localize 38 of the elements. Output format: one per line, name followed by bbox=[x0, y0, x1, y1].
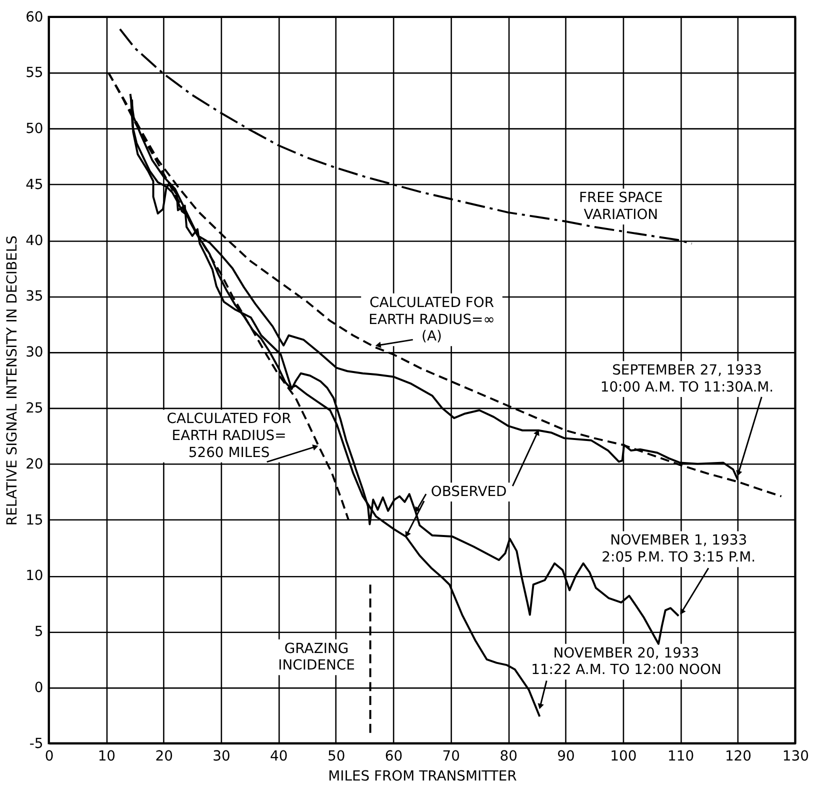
x-tick-label: 30 bbox=[212, 748, 230, 765]
x-tick-label: 40 bbox=[270, 748, 288, 765]
x-tick-label: 20 bbox=[155, 748, 173, 765]
text: SEPTEMBER 27, 1933 10:00 A.M. TO 11:30A.M. bbox=[600, 362, 774, 396]
y-axis-title: RELATIVE SIGNAL INTENSITY IN DECIBELS bbox=[4, 235, 21, 526]
y-tick-label: 25 bbox=[26, 400, 44, 416]
y-tick-label: 55 bbox=[26, 65, 44, 82]
y-tick-label: 10 bbox=[26, 568, 44, 584]
x-tick-label: 90 bbox=[557, 748, 575, 765]
series-label: CALCULATED FOR EARTH RADIUS= 5260 MILES bbox=[166, 411, 292, 461]
y-tick-label: 5 bbox=[34, 624, 44, 640]
y-tick-label: 0 bbox=[34, 680, 44, 696]
series-label: GRAZING INCIDENCE bbox=[278, 640, 355, 674]
y-tick-label: 30 bbox=[26, 344, 44, 361]
x-tick-label: 80 bbox=[500, 748, 518, 765]
x-tick-label: 10 bbox=[98, 748, 116, 765]
y-tick-label: 60 bbox=[26, 9, 44, 26]
y-tick-label: 45 bbox=[26, 176, 44, 193]
x-tick-label: 100 bbox=[610, 748, 637, 765]
x-tick-label: 60 bbox=[384, 748, 403, 765]
x-tick-label: 120 bbox=[724, 748, 752, 765]
y-tick-label: -5 bbox=[29, 736, 44, 752]
x-tick-label: 130 bbox=[782, 748, 809, 765]
x-tick-label: 110 bbox=[668, 748, 694, 765]
y-tick-label: 20 bbox=[26, 456, 44, 472]
series-label: FREE SPACE VARIATION bbox=[578, 190, 663, 223]
x-tick-label: 0 bbox=[44, 748, 54, 765]
y-tick-label: 40 bbox=[26, 232, 44, 249]
x-axis-title: MILES FROM TRANSMITTER bbox=[328, 768, 518, 785]
series-label: NOVEMBER 20, 1933 11:22 A.M. TO 12:00 NOON bbox=[531, 645, 722, 678]
x-tick-label: 70 bbox=[442, 748, 460, 765]
series-label: NOVEMBER 1, 1933 2:05 P.M. TO 3:15 P.M. bbox=[602, 532, 756, 566]
annotation: OBSERVED bbox=[430, 484, 507, 500]
x-tick-label: 50 bbox=[327, 748, 346, 765]
y-tick-label: 15 bbox=[26, 512, 44, 528]
y-tick-label: 35 bbox=[26, 288, 44, 305]
series-label: CALCULATED FOR EARTH RADIUS=∞ (A) bbox=[368, 294, 495, 345]
y-tick-label: 50 bbox=[26, 121, 44, 138]
